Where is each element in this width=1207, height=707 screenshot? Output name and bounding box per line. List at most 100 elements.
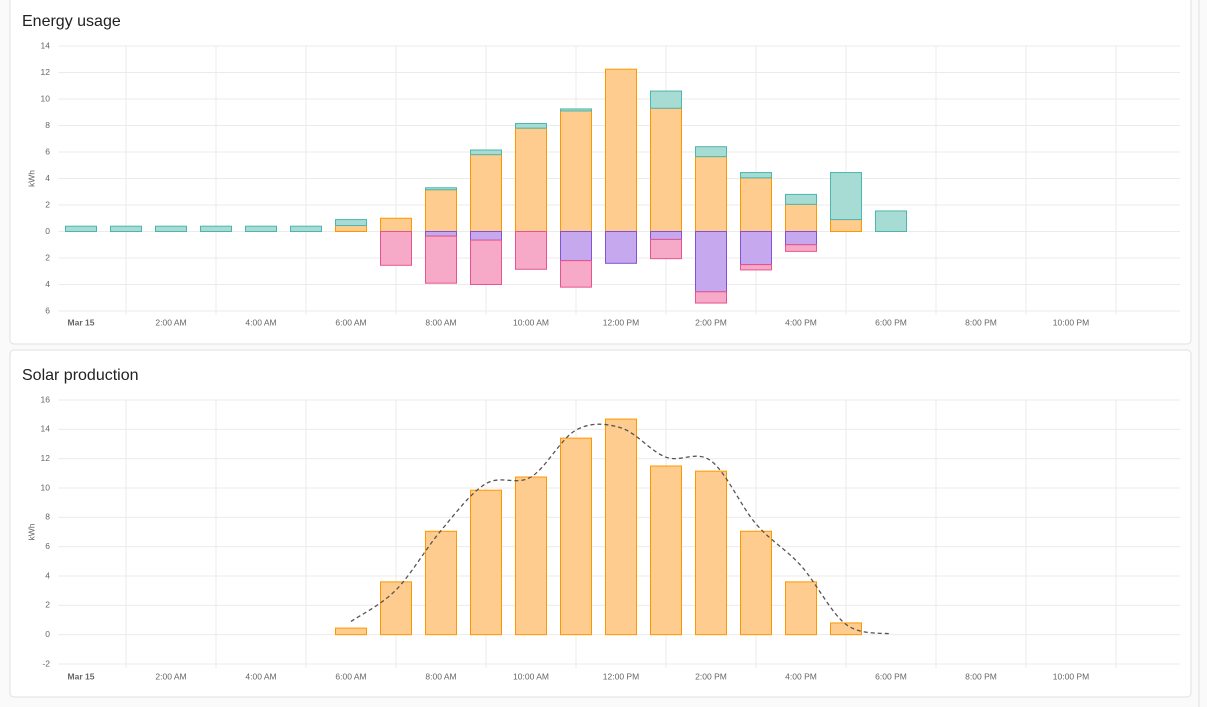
bar <box>785 193 817 205</box>
bar <box>515 231 547 270</box>
y-tick-label: -2 <box>42 658 50 668</box>
bar <box>515 123 547 129</box>
bar <box>335 225 367 233</box>
bar <box>785 231 817 246</box>
y-tick-label: 0 <box>45 629 50 639</box>
y-tick-label: 0 <box>45 226 50 236</box>
x-tick-label: 8:00 AM <box>425 671 456 681</box>
bar <box>785 581 817 636</box>
x-tick-label: Mar 15 <box>68 671 95 681</box>
x-tick-label: 6:00 AM <box>335 671 366 681</box>
bar <box>425 187 457 191</box>
y-tick-label: 6 <box>45 541 50 551</box>
bar <box>695 470 727 636</box>
x-tick-label: 12:00 PM <box>603 671 639 681</box>
bar <box>515 127 547 232</box>
x-tick-label: 10:00 PM <box>1053 317 1089 327</box>
y-tick-label: 6 <box>45 146 50 156</box>
bar <box>380 581 412 636</box>
x-tick-label: 2:00 AM <box>155 317 186 327</box>
x-tick-label: 2:00 PM <box>695 671 727 681</box>
y-tick-label: 10 <box>41 482 51 492</box>
x-tick-label: 4:00 PM <box>785 317 817 327</box>
x-tick-label: 8:00 PM <box>965 671 997 681</box>
bar <box>695 146 727 158</box>
bar <box>785 244 817 252</box>
bar <box>605 418 637 636</box>
bar <box>425 235 457 284</box>
bar <box>650 238 682 260</box>
bar <box>110 225 142 232</box>
y-tick-label: 8 <box>45 512 50 522</box>
bar <box>470 149 502 156</box>
bar <box>470 489 502 636</box>
bar <box>470 239 502 286</box>
bar <box>695 231 727 293</box>
y-tick-label: 12 <box>41 67 51 77</box>
y-tick-label: 12 <box>41 453 51 463</box>
bar <box>740 231 772 266</box>
bar <box>605 231 637 264</box>
bar <box>425 530 457 636</box>
bar <box>560 260 592 288</box>
forecast-line <box>350 423 892 635</box>
bar <box>560 437 592 636</box>
bar <box>830 622 862 636</box>
bar <box>515 476 547 636</box>
y-tick-label: 14 <box>41 424 51 434</box>
bar <box>650 231 682 240</box>
bar <box>335 219 367 227</box>
bar <box>830 219 862 232</box>
bar <box>425 189 457 232</box>
bar <box>245 225 277 232</box>
bar <box>380 231 412 266</box>
y-tick-label: 14 <box>41 40 51 50</box>
x-tick-label: 10:00 PM <box>1053 671 1089 681</box>
x-tick-label: 6:00 AM <box>335 317 366 327</box>
card <box>9 0 1192 345</box>
x-tick-label: Mar 15 <box>68 317 95 327</box>
bar <box>740 530 772 636</box>
card-title: Energy usage <box>22 13 121 30</box>
bar <box>200 225 232 232</box>
y-tick-label: 8 <box>45 120 50 130</box>
card-title: Solar production <box>22 367 139 384</box>
bar <box>155 225 187 232</box>
bar <box>785 203 817 232</box>
bar <box>290 225 322 232</box>
bar <box>695 291 727 304</box>
bar <box>650 90 682 109</box>
bar <box>650 465 682 636</box>
bar <box>470 231 502 241</box>
x-tick-label: 2:00 AM <box>155 671 186 681</box>
y-tick-label: 16 <box>41 394 51 404</box>
y-tick-label: 4 <box>45 173 50 183</box>
y-axis-title: kWh <box>26 523 36 540</box>
x-tick-label: 6:00 PM <box>875 317 907 327</box>
bar <box>65 225 97 232</box>
y-tick-label: 4 <box>45 570 50 580</box>
x-tick-label: 4:00 AM <box>245 671 276 681</box>
x-tick-label: 4:00 PM <box>785 671 817 681</box>
y-tick-label: 2 <box>45 252 50 262</box>
y-tick-label: 2 <box>45 199 50 209</box>
x-tick-label: 2:00 PM <box>695 317 727 327</box>
y-tick-label: 6 <box>45 305 50 315</box>
bar <box>830 172 862 221</box>
bar <box>470 154 502 232</box>
card <box>9 349 1192 698</box>
y-tick-label: 2 <box>45 600 50 610</box>
bar <box>560 110 592 232</box>
x-tick-label: 6:00 PM <box>875 671 907 681</box>
bar <box>875 210 907 232</box>
x-tick-label: 10:00 AM <box>513 671 549 681</box>
bar <box>560 108 592 112</box>
bar <box>335 627 367 636</box>
y-tick-label: 10 <box>41 93 51 103</box>
bar <box>740 177 772 232</box>
bar <box>560 231 592 262</box>
x-tick-label: 8:00 AM <box>425 317 456 327</box>
x-tick-label: 8:00 PM <box>965 317 997 327</box>
bar <box>695 156 727 232</box>
